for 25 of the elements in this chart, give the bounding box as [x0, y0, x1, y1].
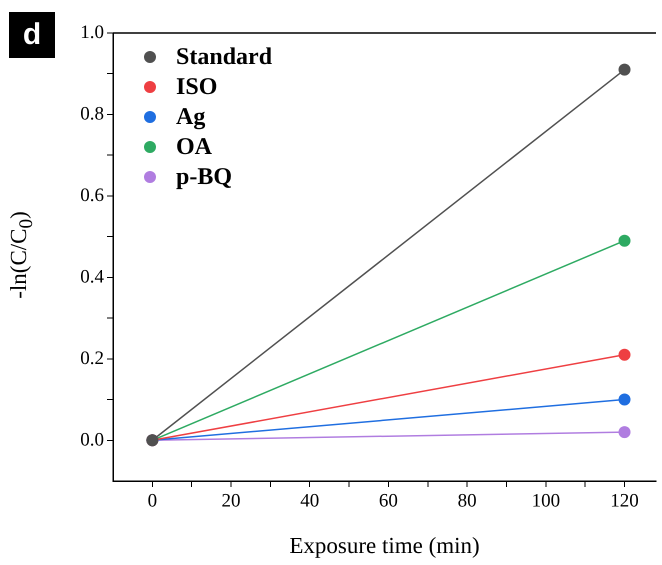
y-tick-label: 0.0 — [80, 429, 104, 450]
y-tick-label: 0.4 — [80, 266, 104, 288]
x-tick-label: 80 — [458, 490, 477, 512]
legend-label: OA — [176, 134, 212, 160]
x-axis-title: Exposure time (min) — [289, 533, 480, 558]
text: d — [9, 12, 55, 58]
point — [618, 348, 631, 361]
legend-label: Standard — [176, 44, 272, 70]
point — [618, 64, 631, 76]
x-tick-label: 40 — [300, 490, 320, 512]
x-tick-label: 0 — [148, 490, 158, 512]
y-tick-label: 1.0 — [80, 22, 104, 43]
x-tick-label: 100 — [532, 490, 560, 512]
y-tick-label: 0.2 — [80, 348, 104, 369]
x-tick-label: 60 — [378, 490, 398, 512]
x-tick-label: 120 — [610, 490, 639, 512]
point — [618, 426, 631, 438]
point — [618, 234, 631, 247]
legend-label: Ag — [176, 104, 206, 130]
point — [618, 394, 631, 406]
y-tick-label: 0.6 — [80, 184, 104, 206]
y-tick-label: 0.8 — [80, 103, 104, 124]
legend-label: p-BQ — [176, 164, 232, 190]
legend-label: ISO — [176, 74, 218, 100]
x-tick-label: 20 — [222, 490, 241, 512]
